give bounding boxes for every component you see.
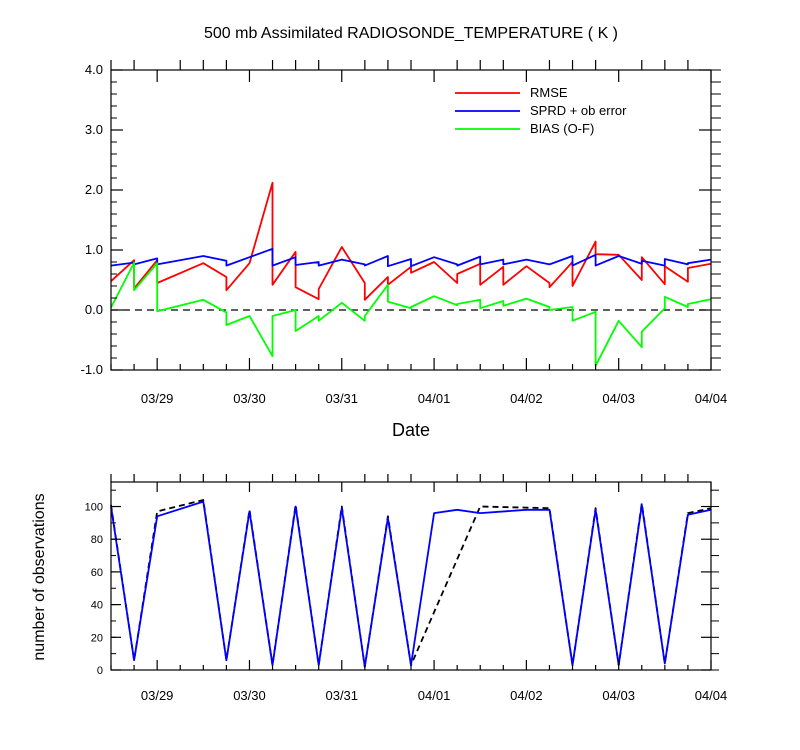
y-axis-label-observations: number of observations	[31, 493, 48, 660]
series-line-2	[110, 261, 712, 367]
y-tick-label: 80	[91, 534, 103, 546]
y-tick-label: 40	[91, 600, 103, 612]
y-tick-label: 4.0	[85, 62, 103, 77]
x-tick-label: 03/31	[325, 688, 358, 703]
top-plot: 03/29 03/30 03/31 04/01 04/02 04/03 04/04 -1.0 0…	[81, 60, 728, 406]
x-tick-label: 04/01	[418, 391, 451, 406]
x-tick-label: 03/30	[233, 391, 266, 406]
x-tick-label: 04/01	[418, 688, 451, 703]
series-line-0	[110, 499, 712, 668]
y-tick-label: -1.0	[81, 362, 103, 377]
x-tick-label: 04/02	[510, 391, 543, 406]
y-tick-label: 3.0	[85, 122, 103, 137]
y-tick-label: 20	[91, 632, 103, 644]
x-tick-label: 04/02	[510, 688, 543, 703]
x-tick-label: 04/03	[602, 391, 635, 406]
x-tick-label: 04/04	[695, 391, 728, 406]
x-axis-label: Date	[392, 420, 430, 440]
series-line-0	[110, 181, 712, 301]
bottom-plot: 03/29 03/30 03/31 04/01 04/02 04/03 04/04 0 20 40…	[85, 474, 728, 703]
chart-title: 500 mb Assimilated RADIOSONDE_TEMPERATUR…	[204, 25, 618, 42]
x-tick-label: 03/29	[141, 391, 174, 406]
series-line-1	[110, 500, 712, 668]
y-tick-label: 100	[85, 502, 103, 514]
x-tick-label: 04/03	[602, 688, 635, 703]
y-tick-label: 0	[97, 665, 103, 677]
series-line-1	[110, 247, 712, 268]
plot-frame	[110, 481, 712, 671]
x-tick-label: 03/29	[141, 688, 174, 703]
x-tick-label: 04/04	[695, 688, 728, 703]
legend-label-1: SPRD + ob error	[530, 103, 627, 118]
y-tick-label: 1.0	[85, 242, 103, 257]
y-tick-label: 60	[91, 567, 103, 579]
y-tick-label: 0.0	[85, 302, 103, 317]
y-tick-label: 2.0	[85, 182, 103, 197]
legend-label-2: BIAS (O-F)	[530, 121, 594, 136]
legend-label-0: RMSE	[530, 85, 568, 100]
x-tick-label: 03/31	[325, 391, 358, 406]
x-tick-label: 03/30	[233, 688, 266, 703]
